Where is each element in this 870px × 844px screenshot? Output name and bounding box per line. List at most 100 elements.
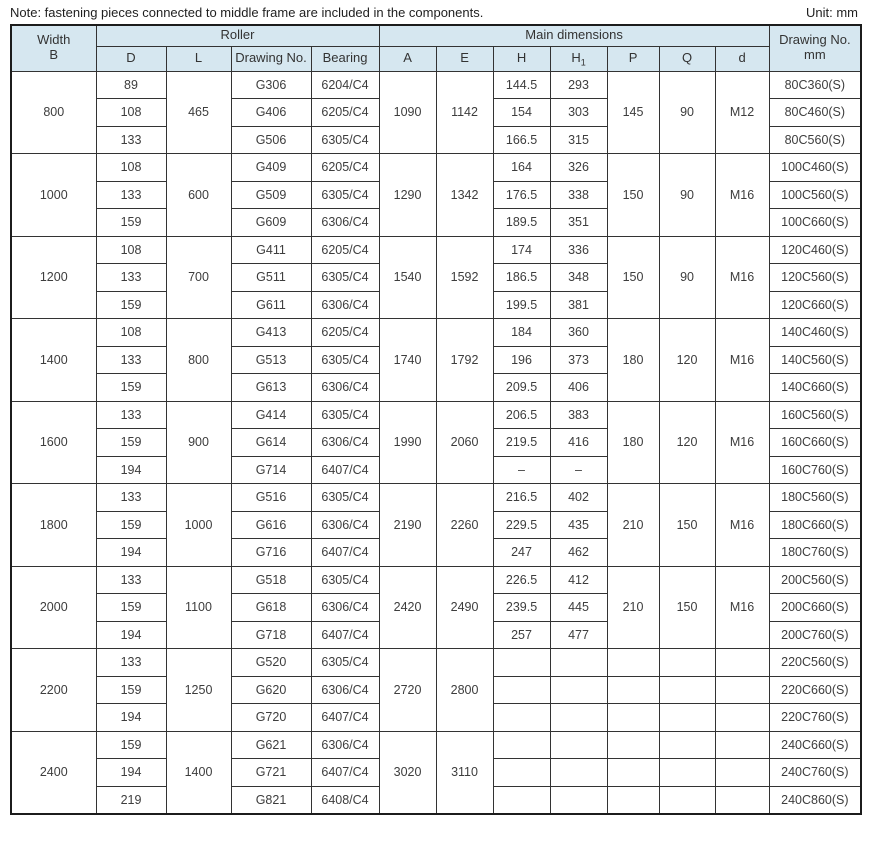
cell-dim-q: 120 bbox=[658, 400, 716, 484]
cell-dim-h bbox=[492, 703, 551, 732]
cell-roller-d: 108 bbox=[95, 153, 167, 182]
cell-drawing-no: 100C560(S) bbox=[768, 180, 862, 209]
header-col-e: E bbox=[435, 45, 494, 72]
header-col-d: D bbox=[95, 45, 167, 72]
cell-dim-p bbox=[606, 758, 660, 787]
cell-dim-p: 150 bbox=[606, 153, 660, 237]
roller-spec-table: Width B Roller Main dimensions Drawing N… bbox=[10, 24, 863, 815]
cell-roller-d: 159 bbox=[95, 675, 167, 704]
cell-dim-h: 216.5 bbox=[492, 483, 551, 512]
cell-width-b: 1800 bbox=[10, 483, 97, 567]
cell-dim-h: 164 bbox=[492, 153, 551, 182]
cell-dim-d: M16 bbox=[714, 318, 770, 402]
cell-drawing-no: 240C760(S) bbox=[768, 758, 862, 787]
cell-width-b: 1400 bbox=[10, 318, 97, 402]
cell-roller-drawing-no: G406 bbox=[230, 98, 312, 127]
cell-drawing-no: 120C560(S) bbox=[768, 263, 862, 292]
header-col-bearing: Bearing bbox=[310, 45, 380, 72]
cell-drawing-no: 240C860(S) bbox=[768, 785, 862, 814]
cell-dim-e: 2800 bbox=[435, 648, 494, 732]
cell-drawing-no: 140C560(S) bbox=[768, 345, 862, 374]
cell-roller-d: 194 bbox=[95, 620, 167, 649]
cell-roller-bearing: 6306/C4 bbox=[310, 730, 380, 759]
cell-roller-d: 133 bbox=[95, 483, 167, 512]
cell-dim-h: 206.5 bbox=[492, 400, 551, 429]
cell-dim-p bbox=[606, 703, 660, 732]
cell-dim-p bbox=[606, 675, 660, 704]
cell-dim-q bbox=[658, 730, 716, 759]
header-drawing-no-line1: Drawing No. bbox=[779, 32, 851, 48]
cell-dim-h1: 402 bbox=[549, 483, 608, 512]
table-row: 133 G513 6305/C4 196 373 140C560(S) bbox=[11, 345, 862, 374]
cell-roller-l: 600 bbox=[165, 153, 232, 237]
header-drawing-no-mm: Drawing No. mm bbox=[768, 24, 862, 72]
cell-dim-h1 bbox=[549, 648, 608, 677]
cell-roller-d: 133 bbox=[95, 648, 167, 677]
cell-roller-bearing: 6306/C4 bbox=[310, 290, 380, 319]
cell-roller-d: 133 bbox=[95, 565, 167, 594]
cell-dim-d bbox=[714, 648, 770, 677]
cell-roller-d: 108 bbox=[95, 235, 167, 264]
cell-roller-drawing-no: G716 bbox=[230, 538, 312, 567]
cell-roller-bearing: 6205/C4 bbox=[310, 98, 380, 127]
cell-roller-drawing-no: G506 bbox=[230, 125, 312, 154]
cell-roller-bearing: 6205/C4 bbox=[310, 153, 380, 182]
cell-dim-h1 bbox=[549, 730, 608, 759]
cell-dim-h1: 315 bbox=[549, 125, 608, 154]
table-row: 159 G620 6306/C4 220C660(S) bbox=[11, 675, 862, 704]
cell-dim-d: M16 bbox=[714, 483, 770, 567]
cell-dim-h1 bbox=[549, 758, 608, 787]
cell-dim-h1: 293 bbox=[549, 70, 608, 99]
cell-roller-drawing-no: G511 bbox=[230, 263, 312, 292]
cell-dim-h: 229.5 bbox=[492, 510, 551, 539]
table-row: 800 89 465 G306 6204/C4 1090 1142 144.5 293 145 90… bbox=[10, 70, 862, 154]
cell-roller-l: 900 bbox=[165, 400, 232, 484]
cell-drawing-no: 180C660(S) bbox=[768, 510, 862, 539]
cell-roller-drawing-no: G413 bbox=[230, 318, 312, 347]
cell-roller-drawing-no: G721 bbox=[230, 758, 312, 787]
cell-dim-h: – bbox=[492, 455, 551, 484]
cell-roller-drawing-no: G411 bbox=[230, 235, 312, 264]
header-width-b-line2: B bbox=[49, 47, 59, 63]
cell-dim-p: 145 bbox=[606, 70, 660, 154]
cell-roller-d: 194 bbox=[95, 455, 167, 484]
cell-dim-h1: 383 bbox=[549, 400, 608, 429]
cell-drawing-no: 200C660(S) bbox=[768, 593, 862, 622]
cell-roller-d: 133 bbox=[95, 345, 167, 374]
cell-dim-h1: 336 bbox=[549, 235, 608, 264]
cell-drawing-no: 220C560(S) bbox=[768, 648, 862, 677]
cell-dim-q bbox=[658, 703, 716, 732]
cell-roller-bearing: 6408/C4 bbox=[310, 785, 380, 814]
cell-roller-d: 159 bbox=[95, 730, 167, 759]
cell-roller-d: 194 bbox=[95, 758, 167, 787]
cell-dim-p: 210 bbox=[606, 565, 660, 649]
cell-roller-bearing: 6305/C4 bbox=[310, 125, 380, 154]
cell-dim-h: 199.5 bbox=[492, 290, 551, 319]
cell-dim-a: 1990 bbox=[378, 400, 437, 484]
cell-dim-h: 154 bbox=[492, 98, 551, 127]
table-row: 1800 133 1000 G516 6305/C4 2190 2260 216.5 402 21… bbox=[10, 483, 862, 567]
cell-roller-drawing-no: G718 bbox=[230, 620, 312, 649]
cell-roller-l: 800 bbox=[165, 318, 232, 402]
cell-dim-e: 3110 bbox=[435, 730, 494, 814]
cell-dim-q: 150 bbox=[658, 565, 716, 649]
cell-roller-d: 219 bbox=[95, 785, 167, 814]
table-row: 133 G506 6305/C4 166.5 315 80C560(S) bbox=[11, 125, 862, 154]
cell-dim-h1: 462 bbox=[549, 538, 608, 567]
cell-roller-bearing: 6305/C4 bbox=[310, 345, 380, 374]
cell-dim-e: 1592 bbox=[435, 235, 494, 319]
cell-roller-drawing-no: G621 bbox=[230, 730, 312, 759]
cell-drawing-no: 140C460(S) bbox=[768, 318, 862, 347]
cell-roller-bearing: 6306/C4 bbox=[310, 510, 380, 539]
cell-drawing-no: 120C660(S) bbox=[768, 290, 862, 319]
cell-roller-d: 89 bbox=[95, 70, 167, 99]
cell-drawing-no: 100C660(S) bbox=[768, 208, 862, 237]
cell-drawing-no: 200C560(S) bbox=[768, 565, 862, 594]
cell-dim-a: 1740 bbox=[378, 318, 437, 402]
cell-roller-bearing: 6306/C4 bbox=[310, 675, 380, 704]
table-row: 2000 133 1100 G518 6305/C4 2420 2490 226.5 412 21… bbox=[10, 565, 862, 649]
cell-roller-bearing: 6407/C4 bbox=[310, 455, 380, 484]
cell-drawing-no: 80C360(S) bbox=[768, 70, 862, 99]
cell-dim-e: 2260 bbox=[435, 483, 494, 567]
cell-roller-d: 133 bbox=[95, 400, 167, 429]
